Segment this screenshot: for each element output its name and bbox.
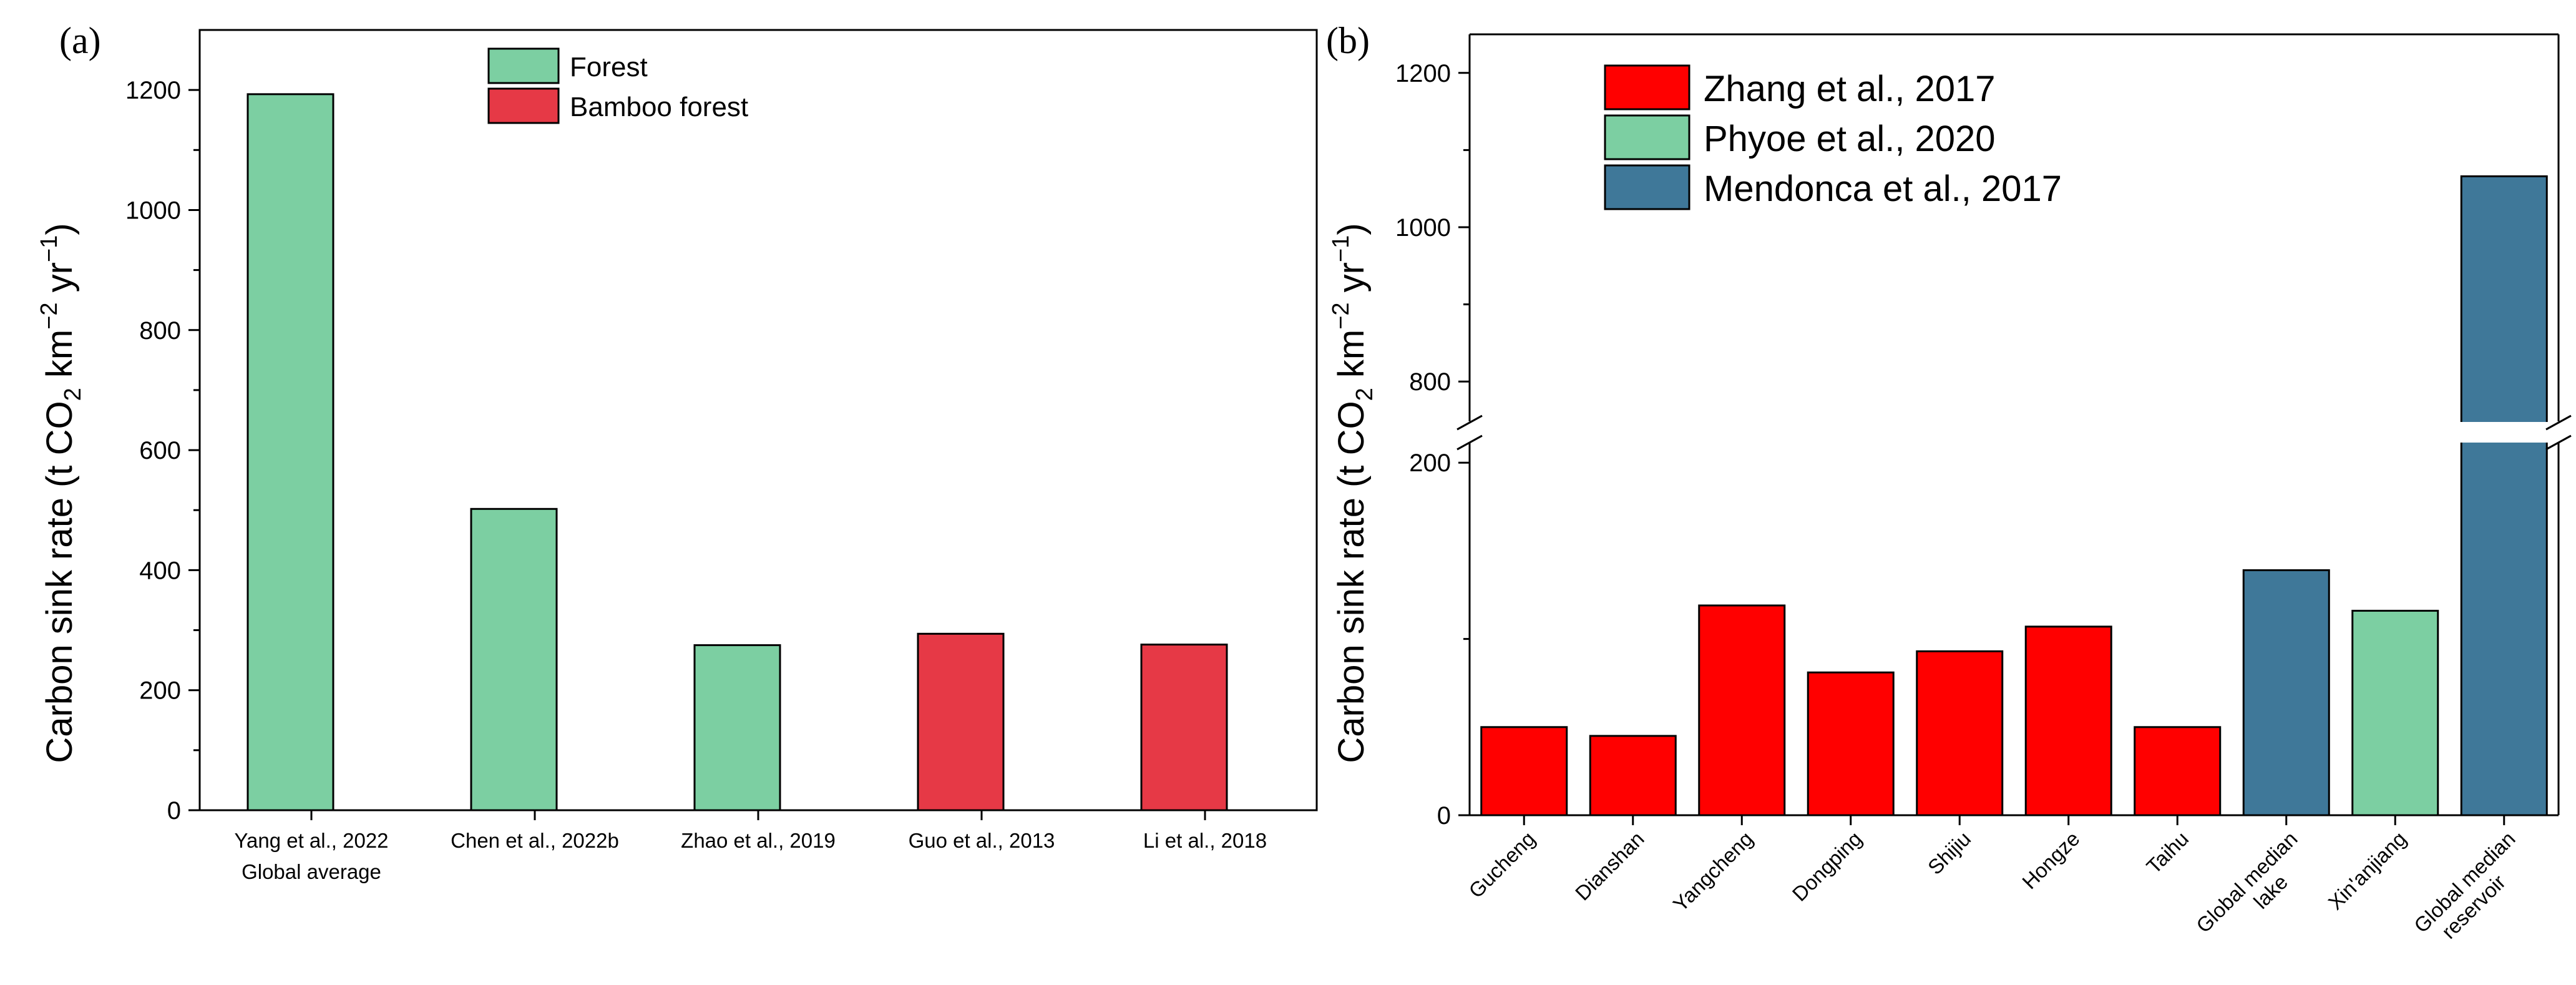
y-tick-label-200: 200 — [139, 677, 181, 705]
x-tick-label-taihu: Taihu — [2142, 827, 2193, 878]
x-tick-label-dongping: Dongping — [1788, 827, 1866, 906]
panel-a-x-ticks: Yang et al., 2022 Global average Chen et a… — [234, 810, 1267, 883]
bar-taihu — [2134, 726, 2222, 816]
panel-b-label: (b) — [1326, 20, 1370, 61]
x-tick-label-dianshan: Dianshan — [1571, 827, 1649, 905]
break-mark-right-top — [2545, 414, 2572, 431]
bar-hongze — [2024, 625, 2112, 816]
panel-a-bars — [246, 93, 1228, 811]
bar-guo-et-al-2013 — [917, 632, 1005, 811]
bar-gucheng — [1480, 726, 1568, 816]
panel-a-label: (a) — [59, 20, 101, 61]
y-tick-label-1000: 1000 — [125, 197, 181, 224]
panel-b-x-ticks: Gucheng Dianshan Yangcheng Dongping Shijiu Ho… — [1464, 815, 2537, 954]
bar-dianshan — [1589, 735, 1677, 816]
bar-yang-et-al-2022 — [246, 93, 334, 811]
x-tick-label-gucheng: Gucheng — [1464, 827, 1539, 903]
legend-swatch-forest — [487, 47, 560, 84]
panel-b-legend: Zhang et al., 2017 Phyoe et al., 2020 Me… — [1604, 64, 2062, 210]
y-tick-label-1200: 1200 — [1395, 60, 1451, 87]
legend-swatch-mendonca — [1604, 164, 1690, 210]
panel-b-plot-frame — [1468, 33, 2560, 816]
legend-label-zhang: Zhang et al., 2017 — [1704, 69, 1996, 109]
x-tick-label-chen-et-al-2022b: Chen et al., 2022b — [451, 829, 619, 852]
bar-zhao-et-al-2019 — [693, 644, 781, 811]
y-tick-label-600: 600 — [139, 437, 181, 464]
panel-a-plot-frame — [198, 29, 1318, 811]
bar-li-et-al-2018 — [1140, 644, 1228, 811]
break-mark-left-top — [1456, 414, 1483, 431]
x-tick-label-yangcheng: Yangcheng — [1669, 827, 1758, 916]
x-tick-label-shijiu: Shijiu — [1923, 827, 1975, 879]
x-tick-label-xin-anjiang: Xin'anjiang — [2324, 827, 2411, 914]
legend-swatch-zhang — [1604, 64, 1690, 110]
x-tick-label-guo-et-al-2013: Guo et al., 2013 — [909, 829, 1055, 852]
y-tick-label-400: 400 — [139, 557, 181, 584]
y-tick-label-800: 800 — [139, 317, 181, 345]
legend-label-forest: Forest — [570, 52, 648, 82]
x-tick-label-li-et-al-2018: Li et al., 2018 — [1143, 829, 1267, 852]
y-tick-label-0: 0 — [167, 797, 181, 825]
bar-global-median-reservoir — [2460, 175, 2548, 816]
panel-b-bars — [1480, 175, 2548, 816]
panel-a: (a) Carbon sink rate (t CO2 km−2 yr−1) 0… — [36, 20, 1318, 883]
bar-xin-anjiang — [2351, 609, 2439, 816]
panel-a-y-axis-title: Carbon sink rate (t CO2 km−2 yr−1) — [36, 223, 86, 763]
x-tick-label-global-median-reservoir: Global medianreservoir — [2409, 827, 2537, 954]
panel-a-legend: Forest Bamboo forest — [487, 47, 748, 124]
y-tick-label-200: 200 — [1409, 449, 1451, 477]
panel-b-y-axis-title: Carbon sink rate (t CO2 km−2 yr−1) — [1328, 223, 1378, 763]
x-tick-label-yang-et-al-2022: Yang et al., 2022 — [234, 829, 388, 852]
panel-b-y-ticks: 0 200 800 1000 1200 — [1395, 60, 1470, 830]
bar-chen-et-al-2022b — [470, 507, 558, 811]
x-tick-label-global-median-lake: Global medianlake — [2192, 827, 2319, 954]
panel-a-y-ticks: 0 200 400 600 800 1000 1200 — [125, 77, 200, 825]
x-tick-label-zhao-et-al-2019: Zhao et al., 2019 — [681, 829, 836, 852]
panel-b: (b) Carbon sink rate (t CO2 km−2 yr−1) 0… — [1326, 20, 2572, 954]
bar-global-median-lake — [2242, 569, 2330, 816]
panel-b-axis-break — [1448, 414, 2572, 451]
legend-label-bamboo-forest: Bamboo forest — [570, 92, 748, 122]
legend-label-phyoe: Phyoe et al., 2020 — [1704, 119, 1996, 159]
x-tick-sublabel-global-average: Global average — [242, 860, 381, 883]
legend-label-mendonca: Mendonca et al., 2017 — [1704, 169, 2062, 209]
bar-shijiu — [1916, 650, 2004, 816]
legend-swatch-phyoe — [1604, 114, 1690, 160]
y-tick-label-1200: 1200 — [125, 77, 181, 104]
bar-dongping — [1807, 671, 1895, 816]
y-tick-label-1000: 1000 — [1395, 214, 1451, 242]
break-mark-right-bottom — [2545, 434, 2572, 451]
break-gap — [1448, 422, 2571, 443]
break-mark-left-bottom — [1456, 434, 1483, 451]
x-tick-label-hongze: Hongze — [2017, 827, 2084, 894]
y-tick-label-0: 0 — [1437, 802, 1451, 830]
bar-yangcheng — [1698, 604, 1786, 816]
y-tick-label-800: 800 — [1409, 368, 1451, 396]
legend-swatch-bamboo-forest — [487, 87, 560, 124]
